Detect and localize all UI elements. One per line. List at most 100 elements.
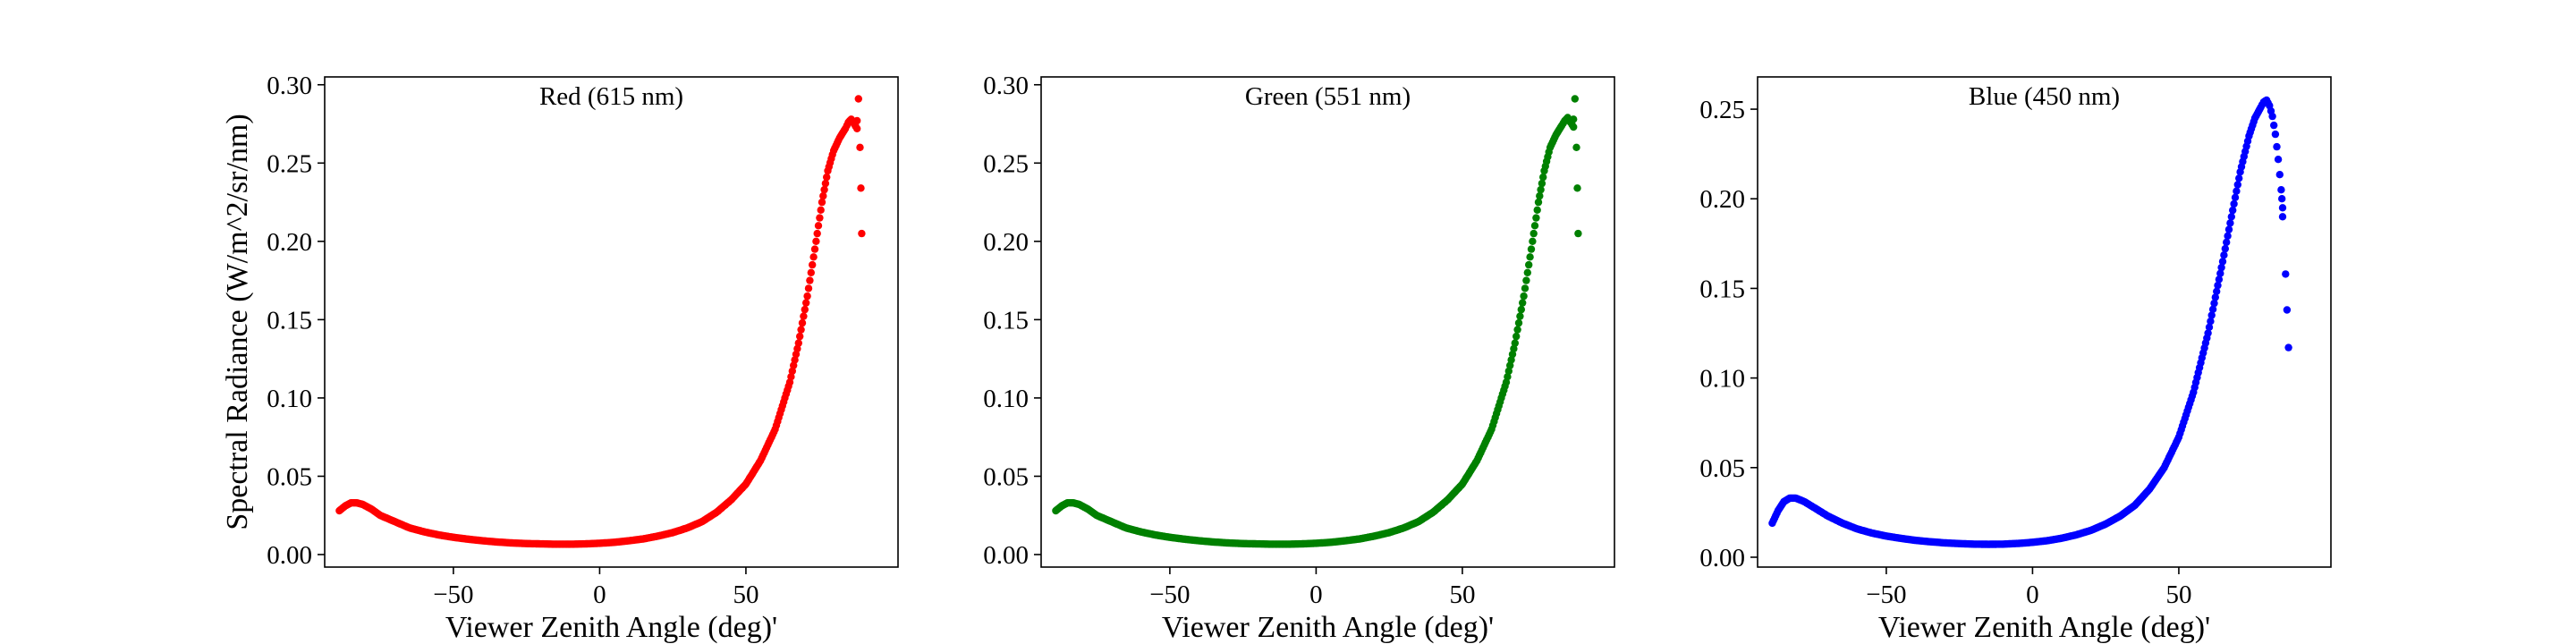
y-tick-label: 0.00 <box>983 541 1029 570</box>
x-tick-label: 0 <box>1309 580 1323 609</box>
panel-title: Green (551 nm) <box>1245 82 1411 111</box>
data-point <box>2284 343 2292 352</box>
data-point <box>1538 179 1546 188</box>
data-point <box>2220 251 2228 259</box>
x-axis-label: Viewer Zenith Angle (deg)' <box>1162 611 1494 644</box>
data-point <box>2226 219 2234 227</box>
data-point <box>1534 198 1543 207</box>
data-point <box>1533 206 1541 214</box>
data-point <box>2271 130 2280 139</box>
y-tick-label: 0.15 <box>1699 275 1745 303</box>
data-point <box>853 116 861 125</box>
data-point <box>2230 199 2238 208</box>
panel-title: Red (615 nm) <box>539 82 683 111</box>
y-tick-label: 0.00 <box>267 541 312 570</box>
x-axis-label: Viewer Zenith Angle (deg)' <box>445 611 777 644</box>
data-point <box>817 206 825 214</box>
y-tick-label: 0.10 <box>983 385 1029 413</box>
data-point <box>813 229 821 238</box>
data-point <box>810 245 819 253</box>
data-point <box>1525 260 1533 269</box>
data-point <box>1504 367 1513 376</box>
data-point <box>793 344 801 353</box>
data-point <box>2210 299 2218 308</box>
data-point <box>1570 123 1578 131</box>
data-point <box>1532 214 1540 222</box>
data-point <box>2229 206 2237 215</box>
x-tick-label: −50 <box>1866 580 1906 609</box>
data-point <box>823 173 831 182</box>
x-tick-label: 50 <box>1449 580 1475 609</box>
x-tick-label: −50 <box>433 580 473 609</box>
data-point <box>856 143 864 151</box>
y-tick-label: 0.20 <box>267 228 312 257</box>
chart-panel-1: −50 0 50 0.00 0.05 0.10 0.15 0.20 0.25 0.30 Red (6… <box>267 72 899 644</box>
data-point <box>794 339 802 347</box>
x-tick-label: 0 <box>593 580 606 609</box>
data-point <box>819 191 827 200</box>
data-point <box>814 222 823 230</box>
data-point <box>1523 268 1532 276</box>
chart-panel-2: −50 0 50 0.00 0.05 0.10 0.15 0.20 0.25 0.30 Green … <box>983 72 1615 644</box>
data-point <box>821 179 830 188</box>
data-series <box>1768 96 2292 548</box>
data-point <box>2217 263 2225 272</box>
data-point <box>1536 191 1544 200</box>
y-tick-label: 0.15 <box>983 306 1029 335</box>
data-point <box>787 373 795 381</box>
y-tick-label: 0.05 <box>1699 454 1745 483</box>
y-tick-label: 0.10 <box>1699 365 1745 394</box>
plot-frame <box>1757 76 2332 568</box>
data-point <box>1511 339 1520 347</box>
data-point <box>853 124 861 132</box>
data-point <box>807 268 815 276</box>
data-point <box>1516 312 1524 320</box>
data-point <box>2204 329 2212 337</box>
data-point <box>798 318 807 327</box>
x-tick-label: 0 <box>2026 580 2039 609</box>
data-point <box>800 312 808 320</box>
data-point <box>2275 171 2284 179</box>
chart-panel-3: −50 0 50 0.00 0.05 0.10 0.15 0.20 0.25 Blue (450 … <box>1699 76 2332 644</box>
y-tick-label: 0.10 <box>267 385 312 413</box>
data-point <box>801 305 809 314</box>
data-point <box>809 260 817 269</box>
x-tick-label: 50 <box>733 580 758 609</box>
data-point <box>2278 213 2287 221</box>
data-point <box>2221 244 2229 253</box>
data-point <box>803 292 811 301</box>
data-point <box>1573 184 1581 192</box>
panel-title: Blue (450 nm) <box>1969 82 2120 111</box>
data-point <box>2273 142 2281 151</box>
data-point <box>1522 276 1530 284</box>
data-point <box>2216 269 2224 277</box>
y-tick-label: 0.20 <box>1699 185 1745 214</box>
data-point <box>1570 115 1578 123</box>
data-point <box>2278 195 2286 203</box>
y-tick-label: 0.25 <box>1699 96 1745 124</box>
data-point <box>854 95 862 103</box>
data-point <box>1574 229 1582 238</box>
data-point <box>1507 356 1515 364</box>
data-point <box>797 326 805 334</box>
data-point <box>2218 258 2227 266</box>
data-point <box>788 367 796 376</box>
y-tick-label: 0.20 <box>983 228 1029 257</box>
data-point <box>2215 275 2224 284</box>
y-tick-label: 0.15 <box>267 306 312 335</box>
data-point <box>2233 187 2241 195</box>
data-point <box>2205 323 2214 331</box>
data-point <box>2283 306 2292 314</box>
data-point <box>1521 284 1530 292</box>
data-point <box>2231 193 2240 201</box>
data-point <box>1537 185 1545 194</box>
data-series <box>1052 95 1582 548</box>
data-point <box>1513 326 1521 334</box>
data-point <box>2224 225 2233 233</box>
data-point <box>1513 332 1521 341</box>
data-point <box>1510 344 1518 353</box>
data-point <box>2207 318 2215 326</box>
data-point <box>1514 318 1523 327</box>
y-tick-label: 0.25 <box>267 149 312 178</box>
data-point <box>818 198 826 207</box>
